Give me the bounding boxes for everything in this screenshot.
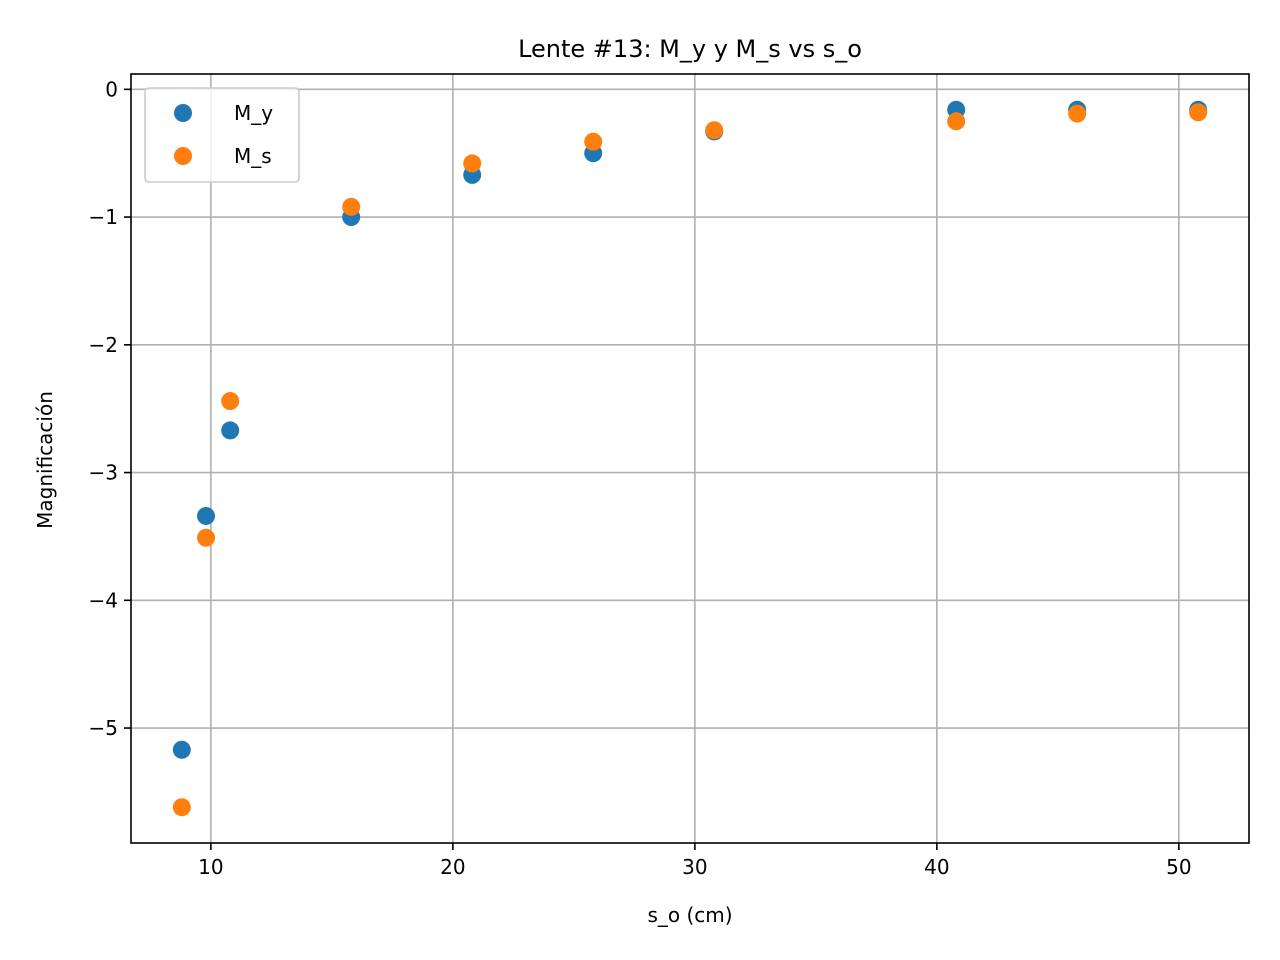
legend-marker-ms [174, 147, 192, 165]
legend-marker-my [174, 104, 192, 122]
data-point-my [197, 506, 216, 525]
y-tick-label: −1 [89, 205, 118, 229]
y-axis-label: Magnificación [33, 391, 57, 529]
x-axis-label: s_o (cm) [647, 903, 732, 927]
data-point-ms [705, 121, 724, 140]
data-point-ms [947, 112, 966, 131]
legend: M_y M_s [144, 87, 300, 183]
data-point-my [221, 421, 240, 440]
legend-box [144, 87, 300, 183]
y-tick-label: −4 [89, 588, 118, 612]
data-point-ms [463, 154, 482, 173]
legend-label-my: M_y [234, 101, 273, 125]
data-point-ms [197, 528, 216, 547]
data-points [172, 100, 1208, 817]
axis-ticks: 10 20 30 40 50 0 −1 −2 −3 −4 −5 [89, 77, 1192, 879]
data-point-ms [342, 197, 361, 216]
data-point-ms [584, 132, 603, 151]
series-ms [172, 103, 1208, 817]
x-tick-label: 10 [198, 855, 223, 879]
data-point-ms [1068, 104, 1087, 123]
legend-label-ms: M_s [234, 144, 272, 168]
chart-title: Lente #13: M_y y M_s vs s_o [518, 35, 862, 63]
data-point-ms [221, 392, 240, 411]
x-tick-label: 40 [924, 855, 949, 879]
x-tick-label: 30 [682, 855, 707, 879]
plot-area-frame [130, 73, 1250, 844]
data-point-ms [1189, 103, 1208, 122]
y-tick-label: 0 [105, 77, 118, 101]
x-tick-label: 20 [440, 855, 465, 879]
grid [131, 74, 1249, 843]
data-point-my [172, 740, 191, 759]
data-point-ms [172, 798, 191, 817]
y-tick-label: −2 [89, 333, 118, 357]
y-tick-label: −3 [89, 461, 118, 485]
x-tick-label: 50 [1166, 855, 1191, 879]
y-tick-label: −5 [89, 716, 118, 740]
